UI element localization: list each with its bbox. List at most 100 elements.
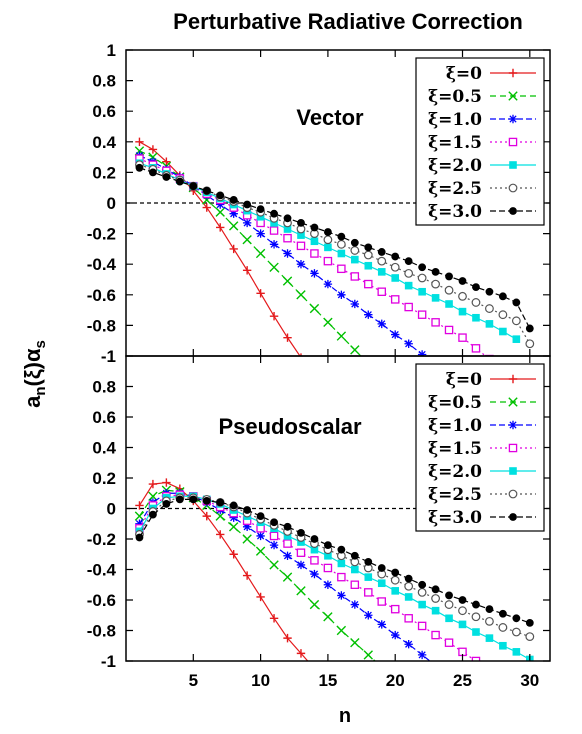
plot-panels: 1 0.8 0.6 0.4 0.2 0 -0.2 -0.4 -0.6 -0.8 -1 Vector ξ=… [87, 41, 551, 690]
panel-pseudoscalar-series-0-point-10 [269, 614, 279, 623]
panel-vector-y-tick-label-9: -0.8 [87, 316, 116, 335]
panel-vector-y-tick-label-1: 0.8 [92, 72, 116, 91]
panel-vector-series-5-point-22 [431, 279, 440, 289]
panel-vector-series-2-point-15 [337, 290, 346, 299]
panel-pseudoscalar-y-tick-label-4: 0 [107, 500, 116, 519]
panel-vector-series-1-point-13 [309, 303, 320, 314]
panel-pseudoscalar-series-2-point-21 [417, 650, 427, 660]
panel-vector-series-6-point-12 [297, 218, 305, 227]
panel-vector-series-2-line [139, 155, 426, 356]
panel-pseudoscalar-series-5-point-19 [390, 575, 400, 585]
panel-vector-series-6-point-14 [324, 228, 332, 236]
y-axis-label-mid: (ξ)α [20, 348, 45, 386]
panel-vector-series-6-point-18 [377, 248, 386, 256]
panel-pseudoscalar-series-3-point-25 [471, 656, 481, 661]
panel-pseudoscalar-series-5-point-22 [431, 594, 440, 603]
panel-pseudoscalar-legend-marker-5 [508, 489, 518, 499]
panel-pseudoscalar-series-3-point-23 [444, 638, 454, 647]
panel-pseudoscalar-series-5-point-29 [525, 632, 535, 641]
panel-vector-series-6-point-6 [216, 191, 225, 200]
panel-pseudoscalar-series-4-point-11 [283, 532, 292, 540]
panel-vector-series-0-point-10 [269, 312, 279, 321]
panel-vector-series-3-point-24 [458, 333, 467, 342]
panel-vector-series-1-line [139, 150, 362, 356]
panel-pseudoscalar-series-4-point-25 [472, 628, 480, 636]
panel-vector-series-6-point-4 [189, 182, 198, 191]
panel-vector-legend-marker-2 [508, 114, 518, 124]
panel-pseudoscalar-series-6-point-20 [404, 574, 413, 583]
panel-pseudoscalar-series-4-point-24 [458, 620, 467, 629]
panel-vector-series-3-point-16 [350, 272, 360, 281]
panel-vector-series-6-point-27 [498, 292, 507, 301]
panel-vector-series-1-point-10 [269, 262, 279, 272]
panel-vector-series-3-point-23 [444, 325, 454, 335]
panel-vector-series-4-point-27 [499, 327, 507, 336]
y-axis-label-main: a [20, 395, 45, 408]
panel-pseudoscalar-series-3-point-15 [337, 572, 346, 582]
panel-vector-y-tick-label-8: -0.6 [87, 286, 116, 305]
x-tick-label-1: 10 [251, 671, 270, 690]
panel-vector-series-3-point-10 [269, 226, 279, 235]
panel-vector-series-1-point-15 [336, 331, 347, 341]
panel-pseudoscalar-y-tick-label-3: 0.2 [92, 469, 116, 488]
panel-vector-series-2-point-18 [377, 319, 386, 329]
panel-vector-series-6-point-1 [149, 168, 157, 177]
panel-pseudoscalar-series-4-point-14 [324, 551, 332, 560]
panel-vector-y-tick-label-10: -1 [101, 347, 116, 366]
panel-pseudoscalar-series-2-point-18 [377, 620, 386, 629]
panel-vector-series-1-point-8 [242, 235, 252, 245]
panel-pseudoscalar-legend-entry-2: ξ=1.0 [428, 416, 482, 436]
panel-vector-series-3-point-13 [310, 249, 319, 258]
panel-pseudoscalar-series-4-point-15 [337, 559, 346, 568]
panel-vector-series-5-point-16 [350, 246, 360, 255]
panel-pseudoscalar-series-6-point-27 [498, 609, 507, 618]
panel-pseudoscalar-series-6-point-17 [364, 557, 373, 566]
panel-pseudoscalar-series-6-point-7 [229, 501, 238, 510]
panel-vector-series-2-point-9 [256, 229, 265, 238]
panel-pseudoscalar-series-6-point-2 [162, 500, 171, 508]
panel-pseudoscalar-legend-entry-4: ξ=2.0 [428, 462, 482, 482]
panel-pseudoscalar-series-0-point-5 [202, 511, 211, 521]
panel-vector-series-6-point-15 [337, 232, 346, 241]
panel-vector: 1 0.8 0.6 0.4 0.2 0 -0.2 -0.4 -0.6 -0.8 -1 Vector ξ=… [87, 41, 551, 381]
panel-vector-series-1-point-0 [134, 146, 145, 156]
panel-vector-y-tick-label-5: 0 [107, 194, 116, 213]
panel-pseudoscalar-legend-entry-6: ξ=3.0 [428, 508, 482, 528]
panel-pseudoscalar-series-4-point-26 [485, 634, 494, 642]
panel-vector-series-1-point-18 [378, 373, 386, 381]
x-tick-label-4: 25 [453, 671, 472, 690]
panel-vector-series-3-point-11 [283, 233, 292, 243]
panel-vector-y-tick-label-7: -0.4 [87, 255, 117, 274]
panel-vector-series-2-point-7 [229, 209, 238, 218]
panel-pseudoscalar-series-5-point-27 [498, 623, 508, 632]
panel-pseudoscalar-series-6-point-21 [418, 580, 427, 589]
panel-vector-legend-entry-0: ξ=0 [446, 64, 482, 84]
panel-vector-series-3-point-14 [323, 256, 333, 266]
panel-vector-series-4-point-28 [512, 335, 521, 343]
panel-vector-series-4-point-20 [404, 281, 413, 290]
panel-pseudoscalar-series-0-point-12 [296, 649, 306, 658]
panel-pseudoscalar-series-3-point-11 [283, 539, 292, 548]
panel-vector-series-2-point-19 [391, 330, 400, 339]
panel-vector-series-1-point-16 [350, 345, 360, 355]
panel-pseudoscalar-series-3-point-22 [431, 630, 440, 640]
panel-pseudoscalar-series-6-point-8 [243, 506, 252, 514]
panel-vector-series-6-point-20 [404, 257, 413, 266]
panel-pseudoscalar-legend-marker-0 [508, 374, 518, 384]
panel-vector-series-5-point-14 [323, 235, 333, 245]
panel-vector-series-6-point-16 [350, 238, 359, 247]
panel-vector-series-1-point-9 [255, 248, 266, 259]
panel-pseudoscalar-series-0-line [138, 481, 309, 661]
panel-vector-series-4-point-10 [270, 219, 278, 227]
panel-vector-series-2-point-11 [283, 249, 292, 258]
panel-vector-series-5-point-24 [458, 291, 467, 301]
panel-pseudoscalar-series-3-point-10 [269, 531, 279, 541]
panel-pseudoscalar-series-6-point-28 [512, 614, 521, 623]
panel-vector-series-3-point-22 [431, 318, 440, 327]
panel-vector-series [134, 137, 535, 381]
panel-pseudoscalar-series-6-point-5 [202, 496, 211, 505]
panel-pseudoscalar-legend-marker-2 [508, 420, 518, 430]
panel-vector-series-1-point-17 [364, 359, 372, 367]
panel-pseudoscalar-series-0-point-8 [242, 571, 252, 580]
x-tick-label-3: 20 [386, 671, 405, 690]
